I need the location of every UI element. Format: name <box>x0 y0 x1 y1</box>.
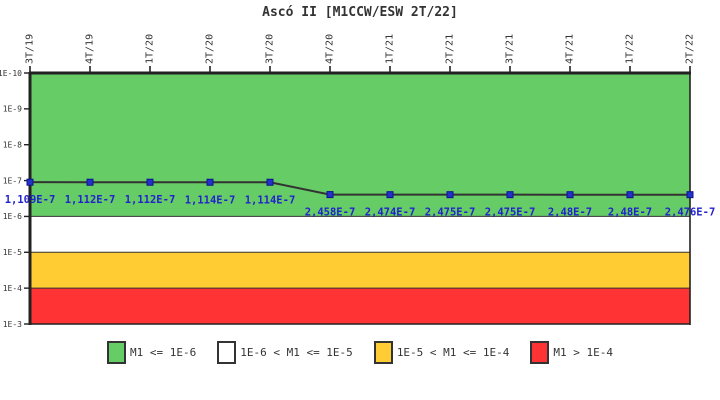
data-point-marker <box>626 191 634 199</box>
x-axis-tick-label: 3T/20 <box>265 34 276 64</box>
y-axis-tick-label: 1E-8 <box>3 141 22 150</box>
data-point-label: 1,112E-7 <box>125 194 176 206</box>
data-point-marker <box>446 191 454 199</box>
x-axis-tick-label: 2T/22 <box>685 34 696 64</box>
legend-swatch-green <box>106 341 126 364</box>
data-point-marker <box>686 191 694 199</box>
data-point-marker <box>86 178 94 186</box>
data-point-marker <box>146 178 154 186</box>
threshold-band-3 <box>30 288 690 324</box>
x-axis-tick-label: 4T/21 <box>565 34 576 64</box>
x-axis-tick-label: 1T/20 <box>145 34 156 64</box>
legend: M1 <= 1E-6 1E-6 < M1 <= 1E-5 1E-5 < M1 <… <box>0 341 720 364</box>
data-point-label: 2,48E-7 <box>608 207 652 219</box>
threshold-band-0 <box>30 73 690 217</box>
x-axis-tick-label: 3T/21 <box>505 34 516 64</box>
data-point-label: 2,476E-7 <box>665 207 716 219</box>
y-axis-tick-label: 1E-5 <box>3 248 22 257</box>
x-axis-tick-label: 3T/19 <box>25 34 36 64</box>
legend-swatch-white <box>217 341 237 364</box>
data-point-label: 1,109E-7 <box>5 194 56 206</box>
x-axis-tick-label: 1T/21 <box>385 34 396 64</box>
data-point-label: 1,114E-7 <box>185 194 236 206</box>
y-axis-tick-label: 1E-3 <box>3 320 22 329</box>
x-axis-tick-label: 1T/22 <box>625 34 636 64</box>
x-axis-tick-label: 2T/20 <box>205 34 216 64</box>
data-point-label: 2,458E-7 <box>305 207 356 219</box>
data-point-marker <box>326 191 334 199</box>
data-point-marker <box>266 178 274 186</box>
threshold-band-2 <box>30 252 690 289</box>
legend-item-green: M1 <= 1E-6 <box>106 341 197 364</box>
legend-item-red: M1 > 1E-4 <box>530 341 613 364</box>
x-axis-tick-label: 2T/21 <box>445 34 456 64</box>
data-point-marker <box>386 191 394 199</box>
data-point-marker <box>206 178 214 186</box>
y-axis-tick-label: 1E-4 <box>3 284 22 293</box>
data-point-label: 1,112E-7 <box>65 194 116 206</box>
y-axis-tick-label: 1E-6 <box>3 212 22 221</box>
legend-item-white: 1E-6 < M1 <= 1E-5 <box>217 341 353 364</box>
chart-title: Ascó II [M1CCW/ESW 2T/22] <box>262 5 458 20</box>
data-point-marker <box>26 178 34 186</box>
legend-label: M1 > 1E-4 <box>553 346 614 359</box>
legend-swatch-red <box>530 341 550 364</box>
data-point-label: 1,114E-7 <box>245 194 296 206</box>
legend-swatch-yellow <box>373 341 393 364</box>
data-point-label: 2,475E-7 <box>485 207 536 219</box>
data-point-marker <box>566 191 574 199</box>
series-line <box>29 181 691 196</box>
legend-label: 1E-5 < M1 <= 1E-4 <box>396 346 510 359</box>
legend-label: 1E-6 < M1 <= 1E-5 <box>240 346 353 359</box>
threshold-band-1 <box>30 216 690 253</box>
y-axis-tick-label: 1E-7 <box>3 176 22 185</box>
data-point-label: 2,48E-7 <box>548 207 592 219</box>
y-axis-tick-label: 1E-9 <box>3 105 22 114</box>
data-point-marker <box>506 191 514 199</box>
x-axis-tick-label: 4T/20 <box>325 34 336 64</box>
data-point-label: 2,474E-7 <box>365 207 416 219</box>
y-axis-tick-label: 1E-10 <box>0 69 22 78</box>
legend-item-yellow: 1E-5 < M1 <= 1E-4 <box>373 341 510 364</box>
x-axis-tick-label: 4T/19 <box>85 34 96 64</box>
data-point-label: 2,475E-7 <box>425 207 476 219</box>
legend-label: M1 <= 1E-6 <box>129 346 197 359</box>
